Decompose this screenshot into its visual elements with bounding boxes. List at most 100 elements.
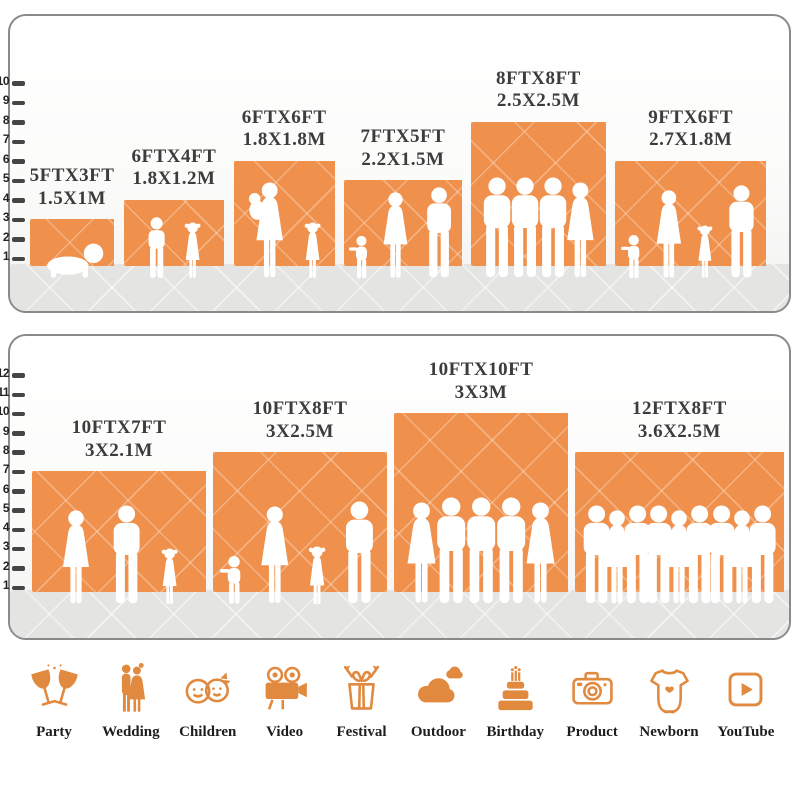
youtube-icon xyxy=(728,672,763,707)
girl-silhouette xyxy=(181,222,204,279)
bar-size-label: 6FTX4FT 1.8X1.2M xyxy=(132,146,217,192)
scale-tick xyxy=(11,392,25,397)
toddler-silhouette xyxy=(621,234,644,279)
man-silhouette xyxy=(743,505,782,605)
scale-tick xyxy=(11,566,25,571)
scale-tick xyxy=(11,489,25,494)
bar-size-label: 5FTX3FT 1.5X1M xyxy=(30,165,115,211)
size-ft-label: 7FTX5FT xyxy=(360,126,446,147)
size-ft-label: 10FTX7FT xyxy=(71,417,167,439)
woman-silhouette xyxy=(520,502,561,605)
figure-group xyxy=(30,240,114,279)
bar-size-label: 7FTX5FT 2.2X1.5M xyxy=(361,126,446,172)
scale-tick xyxy=(11,139,25,144)
size-ft-label: 9FTX6FT xyxy=(648,106,734,128)
man-silhouette xyxy=(421,187,457,279)
category-festival: Festival xyxy=(324,662,400,741)
figure-group xyxy=(615,185,766,279)
bar-size-label: 12FTX8FT 3.6X2.5M xyxy=(632,398,727,444)
woman-silhouette xyxy=(255,506,295,605)
newborn-icon xyxy=(649,669,689,714)
scale-tick xyxy=(11,411,25,417)
scale-tick xyxy=(11,527,25,533)
scale-tick xyxy=(11,450,25,455)
scale-tick-label: 10 xyxy=(0,73,10,88)
toddler-silhouette xyxy=(220,555,245,605)
bar-size-label: 9FTX6FT 2.7X1.8M xyxy=(648,107,733,153)
girl-silhouette xyxy=(305,546,329,605)
scale-tick xyxy=(11,508,25,513)
bar-size-label: 8FTX8FT 2.5X2.5M xyxy=(496,68,581,114)
figure-group xyxy=(344,187,462,279)
product-icon xyxy=(571,671,613,705)
scale-tick-label: 10 xyxy=(0,404,10,419)
size-m-label: 3X2.1M xyxy=(85,439,153,461)
category-label: Newborn xyxy=(639,724,699,740)
children-icon xyxy=(185,672,231,704)
figure-group xyxy=(234,182,335,279)
scale-tick xyxy=(11,100,25,105)
scale-tick xyxy=(11,217,25,222)
scale-tick xyxy=(11,585,25,590)
category-product: Product xyxy=(554,662,630,741)
size-m-label: 2.7X1.8M xyxy=(649,129,733,151)
size-m-label: 3.6X2.5M xyxy=(637,420,721,442)
scale-tick-label: 7 xyxy=(2,132,10,146)
scale-tick-label: 4 xyxy=(2,520,10,535)
scale-tick xyxy=(11,81,25,86)
boy-silhouette xyxy=(144,217,169,279)
size-m-label: 1.8X1.8M xyxy=(242,129,326,151)
figure-group xyxy=(213,501,387,605)
figure-group xyxy=(575,505,784,605)
video-icon xyxy=(265,666,307,710)
man-silhouette xyxy=(107,505,146,605)
category-label: Children xyxy=(179,724,237,740)
category-label: Product xyxy=(566,724,618,740)
category-row: Party Wedding Children Video Festival Ou… xyxy=(16,662,784,741)
size-m-label: 2.2X1.5M xyxy=(361,148,445,170)
size-ft-label: 12FTX8FT xyxy=(632,397,727,419)
size-m-label: 1.8X1.2M xyxy=(132,168,216,190)
party-icon xyxy=(30,664,78,706)
scale-tick-label: 2 xyxy=(2,229,10,244)
backdrop-bar xyxy=(233,160,335,266)
size-m-label: 1.5X1M xyxy=(38,187,106,209)
scale-tick xyxy=(11,120,25,125)
scale-tick-label: 8 xyxy=(2,442,10,457)
category-label: Wedding xyxy=(102,724,160,740)
scale-tick xyxy=(11,159,25,164)
man-silhouette xyxy=(723,185,760,279)
panel-floor xyxy=(10,590,789,638)
woman-silhouette xyxy=(378,192,413,279)
girl-silhouette xyxy=(158,548,181,605)
size-m-label: 2.5X2.5M xyxy=(496,90,580,112)
scale-tick-label: 5 xyxy=(2,171,10,185)
category-wedding: Wedding xyxy=(93,662,169,741)
woman-silhouette xyxy=(57,510,95,605)
size-ft-label: 6FTX4FT xyxy=(131,145,217,167)
figure-group xyxy=(124,217,225,279)
size-ft-label: 8FTX8FT xyxy=(496,67,581,89)
outdoor-icon xyxy=(417,666,463,703)
category-label: Outdoor xyxy=(410,724,466,740)
bar-size-label: 10FTX10FT 3X3M xyxy=(429,359,534,405)
scale-tick-label: 1 xyxy=(2,249,10,263)
scale-tick xyxy=(11,546,25,552)
bar-size-label: 6FTX6FT 1.8X1.8M xyxy=(242,107,327,153)
category-newborn: Newborn xyxy=(631,662,707,741)
scale-tick-label: 7 xyxy=(2,462,10,477)
backdrop-bar xyxy=(615,160,767,266)
category-outdoor: Outdoor xyxy=(400,662,476,741)
girl-silhouette xyxy=(694,225,716,279)
scale-tick-label: 8 xyxy=(2,112,10,127)
scale-tick-label: 4 xyxy=(2,190,10,205)
category-birthday: Birthday xyxy=(477,662,553,741)
scale-tick-label: 5 xyxy=(2,500,10,515)
scale-tick xyxy=(11,256,25,261)
birthday-icon xyxy=(498,666,533,711)
crawling-baby-silhouette xyxy=(35,240,108,279)
backdrop-bar xyxy=(123,199,225,266)
scale-tick xyxy=(11,431,25,436)
size-m-label: 3X3M xyxy=(454,382,508,404)
